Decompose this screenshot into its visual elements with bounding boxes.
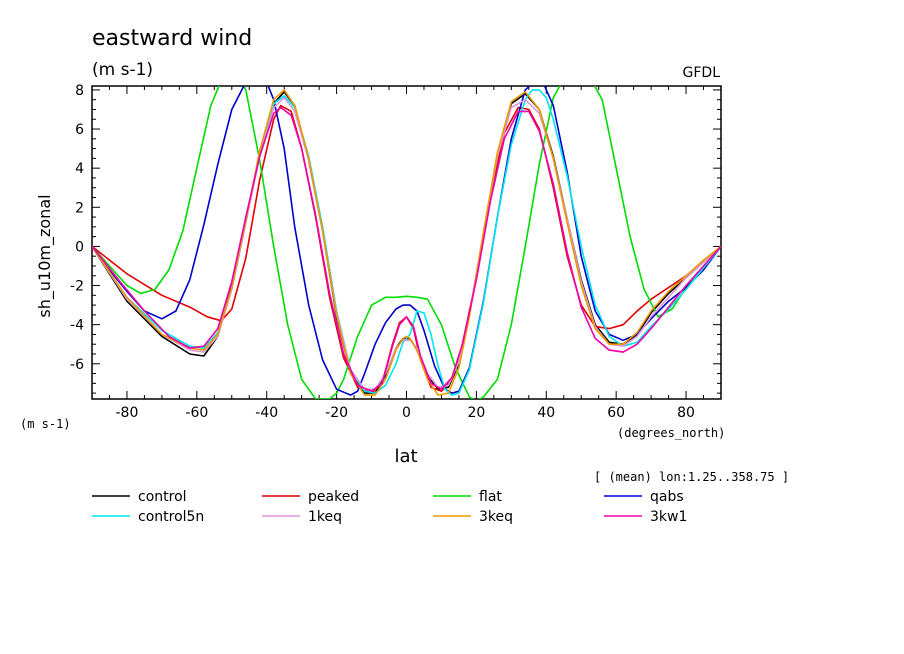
legend-label: 1keq (308, 509, 342, 525)
y-tick-label: -6 (70, 357, 84, 373)
x-tick-label: 80 (677, 405, 695, 421)
y-tick-label: -2 (70, 279, 84, 295)
legend-item-peaked: peaked (262, 489, 359, 505)
y-axis-label: sh_u10m_zonal (35, 194, 55, 317)
axis-ticks (91, 86, 722, 399)
legend-label: control5n (138, 509, 204, 525)
legend-item-control5n: control5n (92, 509, 204, 525)
legend-label: flat (479, 489, 502, 505)
series-line-3kw1 (92, 106, 721, 393)
legend-item-3kw1: 3kw1 (604, 509, 687, 525)
legend-label: qabs (650, 489, 684, 505)
x-tick-label: 20 (467, 405, 485, 421)
series-line-flat (92, 86, 721, 399)
x-tick-label: -80 (116, 405, 139, 421)
x-tick-label: -20 (325, 405, 348, 421)
legend-item-control: control (92, 489, 187, 505)
series-lines (92, 86, 721, 399)
x-tick-label: 40 (537, 405, 555, 421)
legend-label: peaked (308, 489, 359, 505)
y-tick-label: 8 (75, 83, 84, 99)
x-axis-label: lat (394, 446, 417, 467)
legend-label: 3kw1 (650, 509, 687, 525)
legend-item-1keq: 1keq (262, 509, 342, 525)
legend-item-flat: flat (433, 489, 502, 505)
legend: control peaked flat qabs control5n 1keq 3keq 3k… (92, 489, 687, 525)
annotation: [ (mean) lon:1.25..358.75 ] (594, 470, 789, 484)
y-tick-label: -4 (70, 318, 84, 334)
chart-subtitle: (m s-1) (92, 60, 153, 80)
source-label: GFDL (683, 65, 721, 81)
y-tick-label: 6 (75, 122, 84, 138)
x-tick-label: 0 (402, 405, 411, 421)
y-tick-label: 0 (75, 239, 84, 255)
series-line-qabs (92, 86, 721, 396)
x-tick-label: -60 (185, 405, 208, 421)
x-axis-units: (degrees_north) (617, 426, 725, 440)
x-tick-label: -40 (255, 405, 278, 421)
chart-title: eastward wind (92, 26, 252, 51)
y-axis-units: (m s-1) (20, 417, 71, 431)
x-tick-label: 60 (607, 405, 625, 421)
legend-label: control (138, 489, 187, 505)
legend-label: 3keq (479, 509, 513, 525)
legend-item-qabs: qabs (604, 489, 684, 505)
legend-item-3keq: 3keq (433, 509, 513, 525)
y-tick-label: 2 (75, 200, 84, 216)
y-tick-label: 4 (75, 161, 84, 177)
